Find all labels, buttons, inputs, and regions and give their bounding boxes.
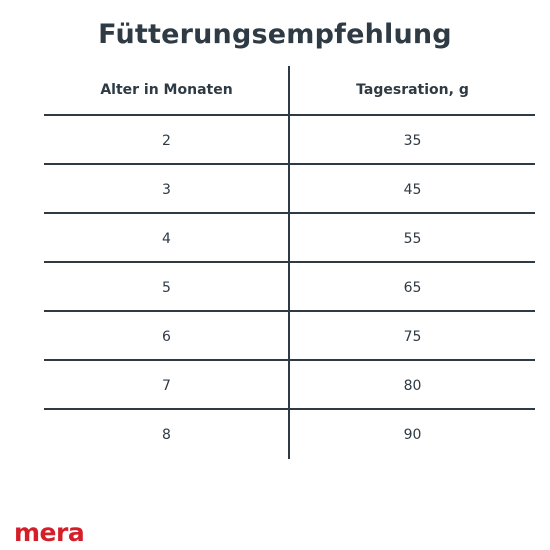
cell-age: 6 [162,329,171,345]
table-row: 8 90 [44,410,535,457]
table-row: 2 35 [44,116,535,165]
table-row: 7 80 [44,361,535,410]
cell-age: 3 [162,182,171,198]
cell-ration: 45 [403,182,422,198]
cell-age: 8 [162,427,171,443]
mera-logo: mera [14,518,85,547]
table-row: 6 75 [44,312,535,361]
cell-ration: 65 [403,280,422,296]
cell-age: 7 [162,378,171,394]
header-age: Alter in Monaten [100,82,233,98]
table-row: 3 45 [44,165,535,214]
cell-ration: 75 [403,329,422,345]
header-ration: Tagesration, g [356,82,469,98]
table-header: Alter in Monaten Tagesration, g [44,66,535,116]
cell-age: 2 [162,133,171,149]
table-row: 4 55 [44,214,535,263]
cell-ration: 55 [403,231,422,247]
feeding-table: Alter in Monaten Tagesration, g 2 35 3 4… [44,66,535,459]
cell-age: 4 [162,231,171,247]
page-title: Fütterungsempfehlung [98,19,452,51]
cell-ration: 80 [403,378,422,394]
cell-ration: 90 [403,427,422,443]
table-row: 5 65 [44,263,535,312]
cell-ration: 35 [403,133,422,149]
cell-age: 5 [162,280,171,296]
